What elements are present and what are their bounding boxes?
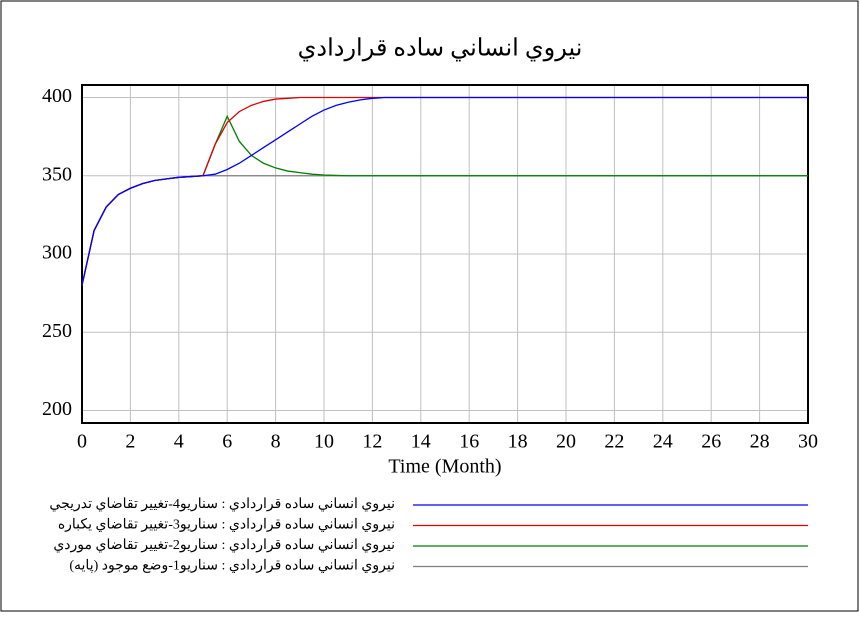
x-tick-label: 30 (798, 431, 818, 453)
x-tick-label: 20 (556, 431, 576, 453)
x-tick-label: 24 (653, 431, 673, 453)
y-tick-label: 200 (42, 398, 72, 420)
x-tick-label: 4 (174, 431, 184, 453)
legend-label: نيروي انساني ساده قراردادي : سناريو2-تغي… (53, 538, 395, 553)
legend-label: نيروي انساني ساده قراردادي : سناريو4-تغي… (49, 497, 395, 512)
x-tick-label: 16 (459, 431, 479, 453)
y-tick-label: 350 (42, 163, 72, 185)
chart-title: نيروي انساني ساده قراردادي (298, 36, 583, 62)
y-tick-label: 250 (42, 320, 72, 342)
series-line (81, 96, 808, 286)
y-tick-label: 300 (42, 242, 72, 264)
x-tick-label: 2 (125, 431, 135, 453)
x-tick-label: 6 (222, 431, 232, 453)
legend-label: نيروي انساني ساده قراردادي : سناريو3-تغي… (58, 518, 395, 533)
x-axis-label: Time (Month) (388, 456, 501, 478)
plot-border (81, 84, 809, 424)
x-tick-label: 8 (271, 431, 281, 453)
x-tick-label: 26 (701, 431, 721, 453)
x-tick-label: 22 (604, 431, 624, 453)
x-tick-label: 28 (750, 431, 770, 453)
legend-label: نيروي انساني ساده قراردادي : سناريو1-وضع… (69, 559, 395, 574)
x-tick-label: 10 (314, 431, 334, 453)
x-tick-label: 0 (77, 431, 87, 453)
x-tick-label: 12 (362, 431, 382, 453)
y-tick-label: 400 (42, 85, 72, 107)
x-tick-label: 18 (508, 431, 528, 453)
x-tick-label: 14 (411, 431, 431, 453)
